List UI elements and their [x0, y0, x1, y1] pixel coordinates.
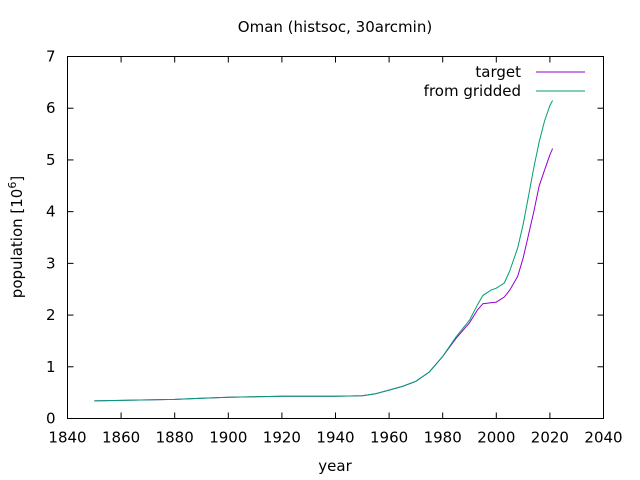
- chart-title: Oman (histsoc, 30arcmin): [238, 18, 432, 36]
- x-tick-label: 1860: [102, 429, 140, 447]
- series-line-1: [94, 100, 554, 402]
- axis-ticks: 1840 1860 1880 1900 1920 1940 1960 1980 2000 2020…: [46, 48, 623, 447]
- x-tick-label: 2040: [584, 429, 622, 447]
- y-axis-title-main: population [10: [8, 189, 26, 299]
- x-tick-label: 1840: [48, 429, 86, 447]
- y-axis-title-exponent: 6: [6, 182, 19, 189]
- y-tick-label: 6: [46, 99, 56, 117]
- x-axis-title: year: [318, 457, 352, 475]
- x-tick-label: 2020: [531, 429, 569, 447]
- plot-frame: [67, 56, 604, 419]
- y-tick-label: 3: [46, 254, 56, 272]
- y-tick-label: 5: [46, 151, 56, 169]
- y-tick-label: 0: [46, 410, 56, 428]
- x-tick-label: 1920: [263, 429, 301, 447]
- legend-label: target: [475, 63, 521, 81]
- y-tick-label: 4: [46, 203, 56, 221]
- x-tick-label: 2000: [477, 429, 515, 447]
- x-tick-label: 1880: [156, 429, 194, 447]
- x-tick-label: 1960: [370, 429, 408, 447]
- y-axis-title-close: ]: [8, 176, 26, 182]
- y-axis-title: population [106]: [6, 176, 26, 298]
- x-tick-label: 1900: [209, 429, 247, 447]
- y-tick-label: 1: [46, 358, 56, 376]
- series-lines: [94, 100, 554, 402]
- y-tick-label: 7: [46, 48, 56, 66]
- legend-label: from gridded: [424, 82, 521, 100]
- x-tick-label: 1980: [424, 429, 462, 447]
- x-tick-label: 1940: [316, 429, 354, 447]
- series-line-0: [94, 148, 554, 402]
- y-tick-label: 2: [46, 306, 56, 324]
